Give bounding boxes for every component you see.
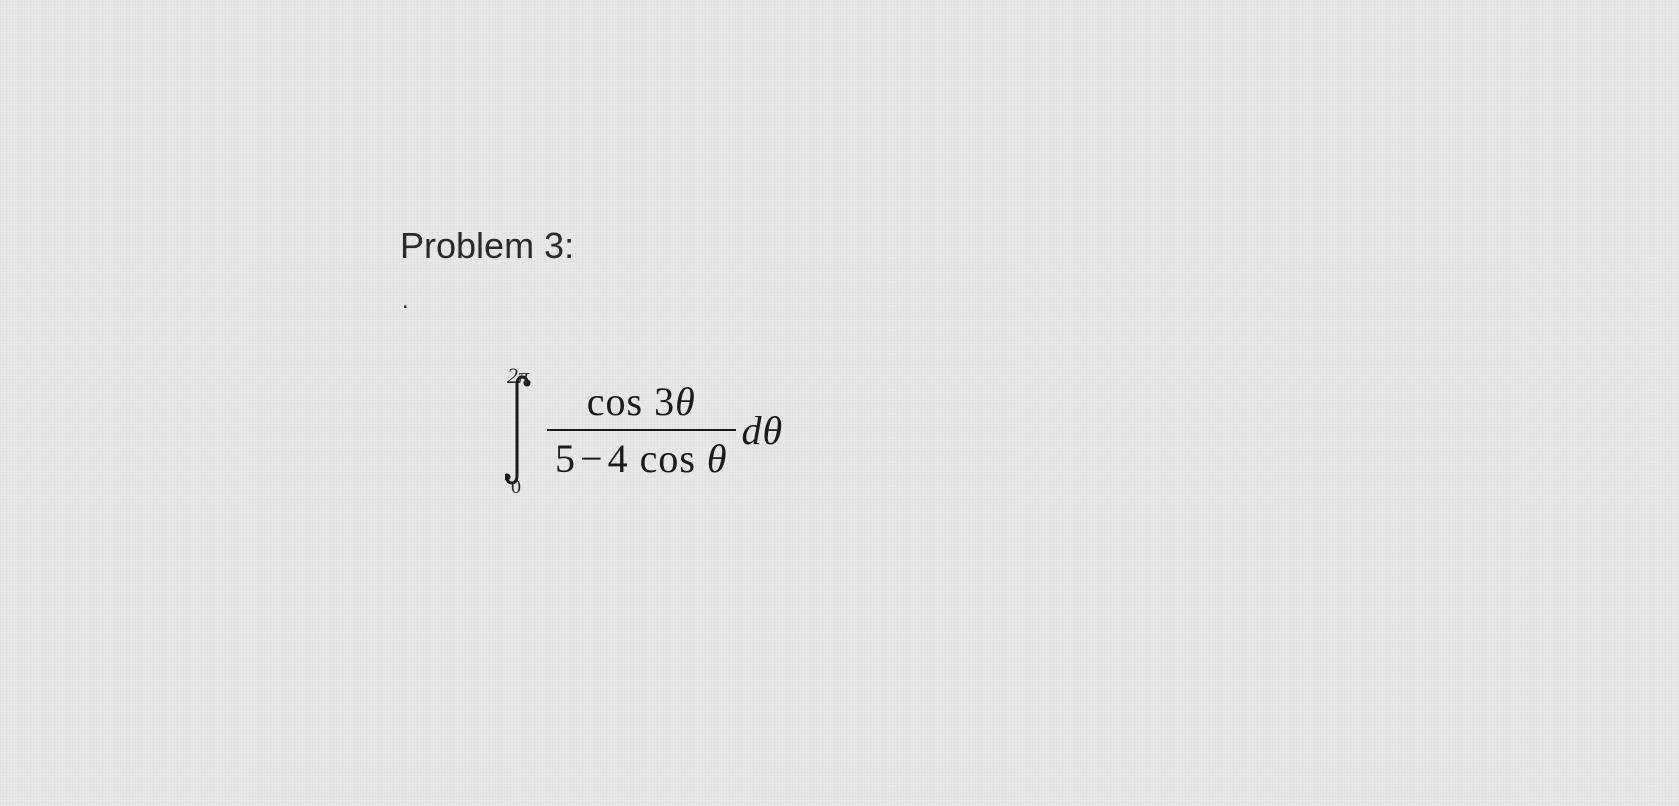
denominator: 5−4 cos θ (547, 431, 736, 482)
numerator-coef: 3 (654, 379, 675, 424)
differential: dθ (742, 407, 784, 454)
denom-var: θ (707, 436, 728, 481)
fraction: cos 3θ 5−4 cos θ (547, 378, 736, 482)
denom-const: 5 (555, 436, 576, 481)
integral-symbol-svg (505, 375, 535, 485)
numerator: cos 3θ (567, 378, 716, 429)
diff-d: d (742, 408, 763, 453)
denom-coef: 4 (608, 436, 629, 481)
problem-content: Problem 3: . 2π 0 cos 3θ 5−4 cos θ dθ (400, 225, 783, 485)
numerator-fn: cos (587, 379, 643, 424)
diff-var: θ (763, 408, 784, 453)
lower-limit: 0 (511, 476, 521, 499)
numerator-var: θ (675, 379, 696, 424)
problem-label: Problem 3: (400, 225, 783, 267)
integral-sign: 2π 0 (505, 375, 535, 485)
denom-op: − (576, 436, 608, 481)
upper-limit: 2π (507, 363, 529, 389)
integral-expression: 2π 0 cos 3θ 5−4 cos θ dθ (505, 375, 783, 485)
dot-mark: . (402, 287, 783, 315)
denom-fn: cos (640, 436, 696, 481)
